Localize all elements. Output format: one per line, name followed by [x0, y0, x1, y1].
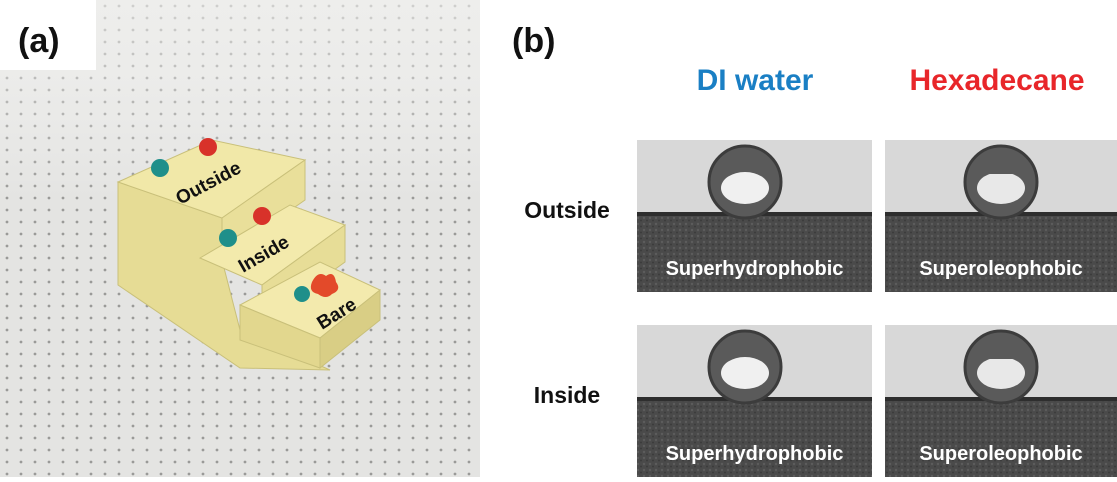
surface-label: Superoleophobic	[919, 443, 1082, 465]
figure: (a) Outside Inside Bare (b) DI water Hex…	[0, 0, 1117, 477]
panel-b: (b) DI water Hexadecane Outside Superhydr…	[512, 22, 1117, 477]
contact-angle-images: Outside Superhydrophobic Superoleophobic In…	[524, 140, 1117, 477]
substrate	[637, 397, 872, 477]
water-drop	[151, 159, 169, 177]
page: (a) Outside Inside Bare (b) DI water Hex…	[0, 0, 1117, 477]
substrate	[885, 212, 1117, 292]
droplet-highlight	[721, 357, 769, 389]
water-drop	[219, 229, 237, 247]
oil-drop	[199, 138, 217, 156]
droplet-band	[975, 166, 1027, 174]
column-header: Hexadecane	[909, 64, 1084, 97]
panel-label: (a)	[18, 22, 60, 60]
panel-label: (b)	[512, 22, 555, 60]
droplet-band	[975, 351, 1027, 359]
droplet-highlight	[977, 172, 1025, 204]
surface-label: Superhydrophobic	[666, 258, 844, 280]
droplet-highlight	[721, 172, 769, 204]
substrate	[885, 397, 1117, 477]
panel-a: (a) Outside Inside Bare	[0, 0, 480, 477]
substrate	[637, 212, 872, 292]
row-label: Inside	[534, 382, 600, 408]
surface-label: Superhydrophobic	[666, 443, 844, 465]
row-label: Outside	[524, 197, 610, 223]
column-header: DI water	[697, 64, 814, 97]
water-drop	[294, 286, 310, 302]
droplet-highlight	[977, 357, 1025, 389]
oil-drop	[253, 207, 271, 225]
surface-label: Superoleophobic	[919, 258, 1082, 280]
